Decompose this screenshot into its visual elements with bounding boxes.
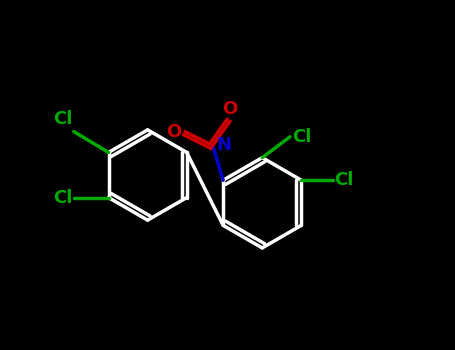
Text: Cl: Cl <box>292 128 311 146</box>
Text: Cl: Cl <box>53 110 72 128</box>
Text: Cl: Cl <box>334 171 354 189</box>
Text: O: O <box>166 122 182 141</box>
Text: O: O <box>222 100 238 118</box>
Text: N: N <box>216 136 231 154</box>
Text: Cl: Cl <box>53 189 72 206</box>
